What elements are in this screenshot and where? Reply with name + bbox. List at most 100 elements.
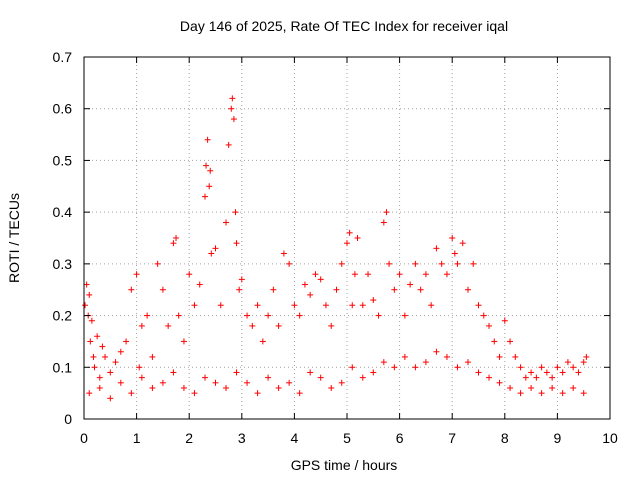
data-point (91, 364, 98, 371)
data-point (286, 260, 293, 267)
data-point (344, 240, 350, 247)
data-point (464, 359, 471, 366)
data-point (191, 302, 198, 309)
data-point (196, 281, 203, 288)
data-point (123, 338, 130, 345)
data-point (564, 359, 571, 366)
data-point (512, 353, 519, 360)
data-point (207, 167, 214, 174)
data-point (208, 250, 215, 257)
data-point (470, 260, 477, 267)
data-point (543, 369, 550, 376)
data-point (286, 379, 293, 386)
data-point (170, 240, 177, 247)
y-axis-label: ROTI / TECUs (6, 193, 22, 283)
data-point (249, 322, 256, 329)
data-point (491, 338, 498, 345)
data-point (443, 271, 450, 278)
data-point (370, 297, 377, 304)
data-point (138, 374, 145, 381)
data-point (570, 384, 577, 391)
x-tick-labels: 0 1 2 3 4 5 6 7 8 9 10 (80, 430, 618, 446)
data-point (428, 302, 435, 309)
data-point (396, 271, 403, 278)
data-point (349, 364, 356, 371)
data-point (206, 183, 213, 190)
data-point (351, 271, 358, 278)
chart-title: Day 146 of 2025, Rate Of TEC Index for r… (180, 18, 508, 34)
data-point (451, 250, 458, 257)
data-point (328, 322, 335, 329)
data-point (233, 240, 240, 247)
data-point (170, 369, 177, 376)
data-point (475, 302, 482, 309)
data-point (554, 364, 561, 371)
y-tick-label: 0.2 (53, 308, 73, 324)
x-tick-label: 0 (80, 430, 88, 446)
data-point (270, 286, 277, 293)
data-point (559, 369, 566, 376)
data-point (559, 390, 566, 397)
data-point (232, 209, 239, 216)
data-point (254, 390, 261, 397)
data-point (99, 343, 106, 350)
data-point (254, 302, 261, 309)
data-point (223, 219, 230, 226)
data-point (107, 369, 114, 376)
data-point (107, 395, 114, 402)
data-point (217, 302, 224, 309)
data-point (225, 141, 232, 148)
data-point (317, 276, 324, 283)
data-point (102, 353, 109, 360)
data-point (275, 322, 282, 329)
data-point (538, 364, 545, 371)
y-tick-label: 0.5 (53, 152, 73, 168)
data-point (307, 369, 314, 376)
data-point (112, 359, 119, 366)
data-point (433, 245, 440, 252)
data-point (87, 338, 94, 345)
x-tick-label: 3 (238, 430, 246, 446)
data-point (191, 390, 198, 397)
data-point (228, 105, 235, 112)
data-point (328, 384, 335, 391)
x-tick-label: 1 (133, 430, 141, 446)
y-tick-label: 0 (64, 411, 72, 427)
data-point (380, 219, 387, 226)
axis-ticks (83, 56, 611, 420)
data-point (407, 281, 414, 288)
data-point (370, 369, 377, 376)
data-point (230, 116, 237, 123)
data-point (570, 364, 577, 371)
data-point (375, 312, 382, 319)
x-tick-label: 10 (602, 430, 618, 446)
x-tick-label: 9 (554, 430, 562, 446)
data-point (96, 374, 103, 381)
data-point (86, 291, 93, 298)
data-point (265, 312, 272, 319)
data-point (88, 317, 95, 324)
data-point (291, 302, 298, 309)
data-point (349, 302, 356, 309)
data-point (580, 359, 587, 366)
data-point (459, 240, 466, 247)
data-point (391, 364, 398, 371)
data-point (154, 260, 161, 267)
data-point (475, 369, 482, 376)
data-point (186, 271, 193, 278)
data-point (359, 302, 366, 309)
data-point (86, 390, 93, 397)
data-point (346, 229, 353, 236)
data-point (149, 384, 156, 391)
data-point (280, 250, 287, 257)
data-points (82, 95, 590, 402)
data-point (212, 245, 219, 252)
y-tick-label: 0.4 (53, 204, 73, 220)
data-point (136, 364, 143, 371)
data-point (533, 374, 540, 381)
data-point (175, 312, 182, 319)
data-point (296, 390, 303, 397)
data-point (82, 302, 89, 309)
data-point (480, 312, 487, 319)
